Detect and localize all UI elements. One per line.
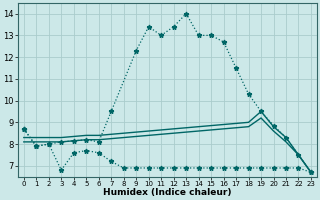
- X-axis label: Humidex (Indice chaleur): Humidex (Indice chaleur): [103, 188, 232, 197]
